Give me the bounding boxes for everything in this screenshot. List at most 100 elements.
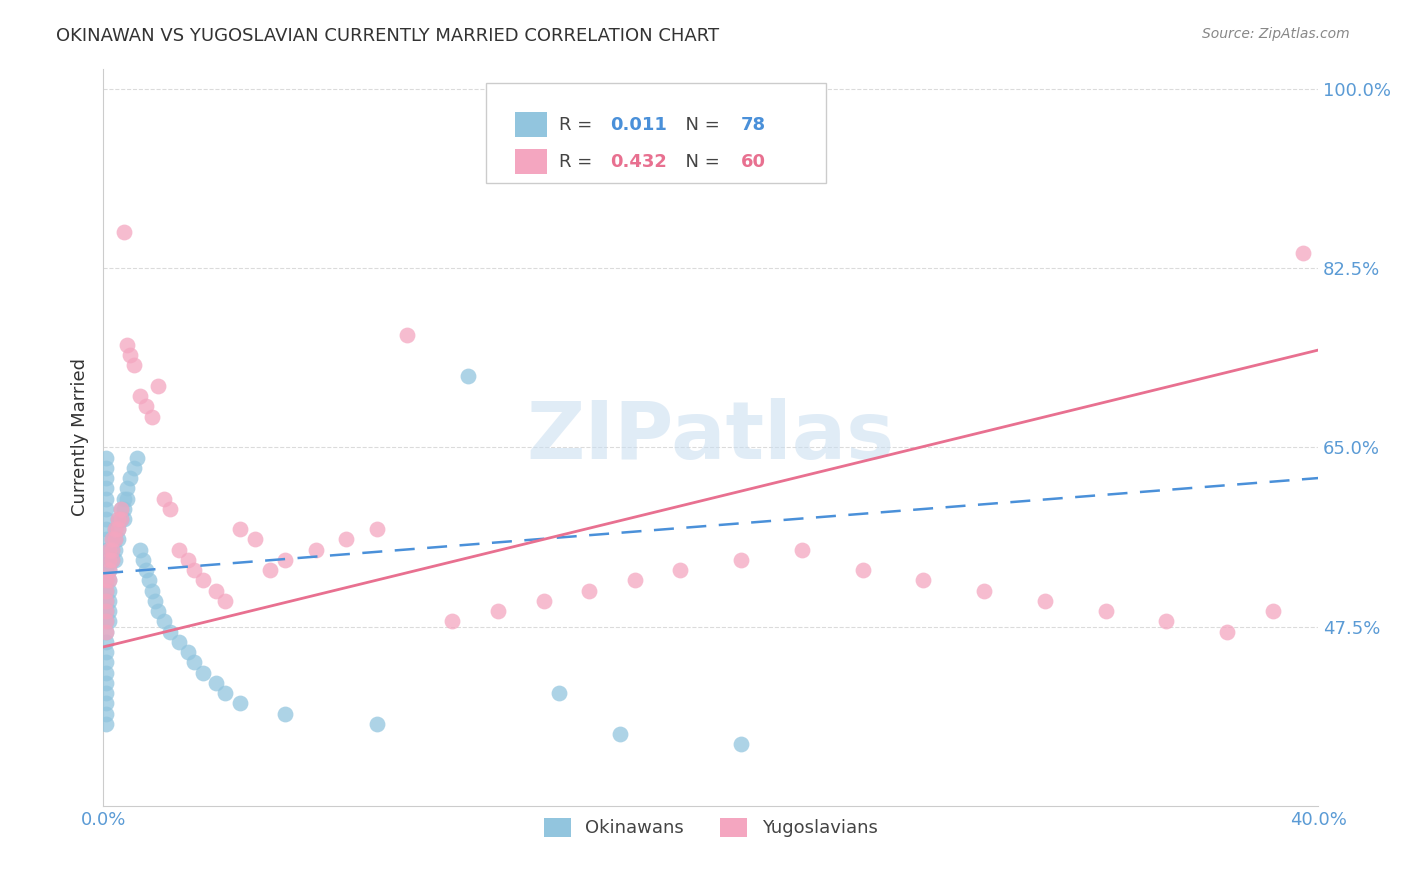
Point	[146, 604, 169, 618]
Point	[96, 563, 118, 577]
Point	[98, 574, 121, 588]
Text: R =: R =	[558, 153, 598, 171]
Point	[183, 656, 205, 670]
Point	[104, 553, 127, 567]
FancyBboxPatch shape	[486, 83, 827, 183]
Text: 60: 60	[741, 153, 766, 171]
Point	[98, 553, 121, 567]
Point	[112, 491, 135, 506]
Point	[96, 574, 118, 588]
Point	[104, 522, 127, 536]
Point	[96, 706, 118, 721]
Point	[973, 583, 995, 598]
Point	[96, 686, 118, 700]
Point	[96, 542, 118, 557]
Point	[183, 563, 205, 577]
Text: Source: ZipAtlas.com: Source: ZipAtlas.com	[1202, 27, 1350, 41]
Point	[229, 522, 252, 536]
Point	[96, 635, 118, 649]
Point	[851, 563, 873, 577]
Point	[112, 225, 135, 239]
Point	[96, 501, 118, 516]
Point	[104, 533, 127, 547]
Point	[96, 615, 118, 629]
Point	[141, 409, 163, 424]
Point	[135, 563, 157, 577]
Point	[96, 450, 118, 465]
Point	[138, 574, 160, 588]
Point	[1216, 624, 1239, 639]
Point	[101, 533, 124, 547]
Point	[96, 604, 118, 618]
Point	[96, 522, 118, 536]
Point	[96, 471, 118, 485]
Point	[96, 594, 118, 608]
Point	[623, 574, 645, 588]
Point	[107, 512, 129, 526]
Point	[177, 553, 200, 567]
Point	[98, 583, 121, 598]
Point	[609, 727, 631, 741]
Point	[96, 604, 118, 618]
Text: 0.432: 0.432	[610, 153, 666, 171]
Point	[110, 512, 132, 526]
Point	[101, 542, 124, 557]
Point	[441, 615, 464, 629]
Point	[96, 656, 118, 670]
Point	[486, 604, 509, 618]
Point	[141, 583, 163, 598]
Point	[110, 501, 132, 516]
Point	[131, 553, 153, 567]
Point	[159, 501, 181, 516]
Point	[101, 542, 124, 557]
Point	[96, 574, 118, 588]
Point	[547, 686, 569, 700]
Text: 0.011: 0.011	[610, 116, 666, 134]
Point	[101, 553, 124, 567]
Text: OKINAWAN VS YUGOSLAVIAN CURRENTLY MARRIED CORRELATION CHART: OKINAWAN VS YUGOSLAVIAN CURRENTLY MARRIE…	[56, 27, 720, 45]
Point	[117, 338, 139, 352]
Point	[96, 583, 118, 598]
Point	[98, 594, 121, 608]
Point	[96, 696, 118, 710]
Point	[214, 594, 236, 608]
Point	[790, 542, 813, 557]
Point	[243, 533, 266, 547]
Point	[96, 553, 118, 567]
Point	[98, 563, 121, 577]
FancyBboxPatch shape	[515, 112, 547, 137]
Point	[1094, 604, 1116, 618]
Point	[107, 512, 129, 526]
Point	[96, 594, 118, 608]
Point	[128, 389, 150, 403]
Point	[98, 542, 121, 557]
Point	[96, 481, 118, 495]
Legend: Okinawans, Yugoslavians: Okinawans, Yugoslavians	[537, 811, 884, 845]
Point	[259, 563, 281, 577]
Point	[96, 645, 118, 659]
Point	[730, 553, 752, 567]
Point	[112, 512, 135, 526]
Point	[204, 583, 226, 598]
Point	[214, 686, 236, 700]
Point	[204, 676, 226, 690]
Point	[96, 553, 118, 567]
Point	[104, 522, 127, 536]
Point	[153, 491, 176, 506]
Text: N =: N =	[675, 116, 725, 134]
Point	[96, 624, 118, 639]
Point	[104, 542, 127, 557]
Point	[96, 491, 118, 506]
Point	[305, 542, 328, 557]
Point	[98, 553, 121, 567]
Point	[112, 501, 135, 516]
Point	[1154, 615, 1177, 629]
Point	[128, 542, 150, 557]
Point	[98, 615, 121, 629]
Point	[122, 460, 145, 475]
Point	[98, 604, 121, 618]
Point	[96, 624, 118, 639]
Point	[457, 368, 479, 383]
Point	[125, 450, 148, 465]
Point	[96, 716, 118, 731]
